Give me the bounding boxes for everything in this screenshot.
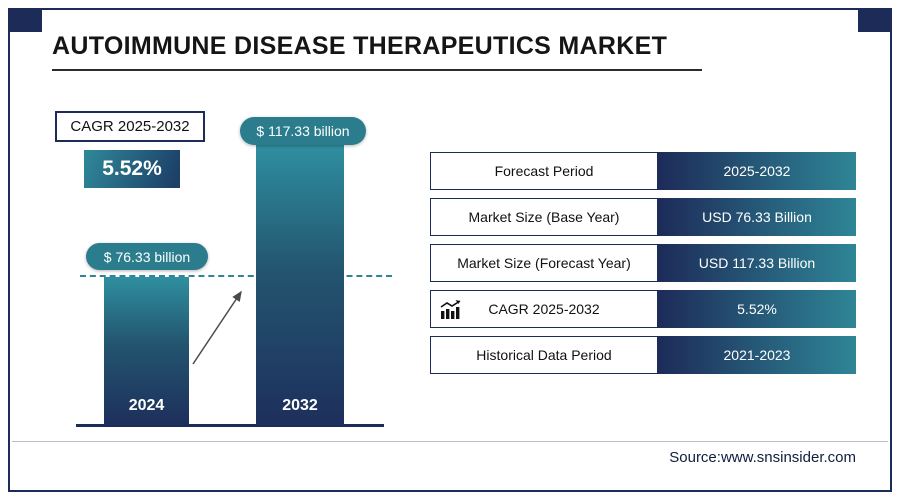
stats-table: Forecast Period 2025-2032 Market Size (B…	[430, 152, 856, 382]
growth-chart-icon	[440, 300, 461, 319]
bar-2032: 2032	[256, 144, 344, 425]
row-value-cagr: 5.52%	[658, 290, 856, 328]
value-label-2024: $ 76.33 billion	[86, 243, 208, 270]
table-row: Historical Data Period 2021-2023	[430, 336, 856, 374]
corner-accent-left	[8, 8, 42, 32]
bar-2024: 2024	[104, 277, 189, 425]
row-label-historical-period: Historical Data Period	[430, 336, 658, 374]
row-label-cagr: CAGR 2025-2032	[430, 290, 658, 328]
value-label-2032: $ 117.33 billion	[240, 117, 366, 145]
row-value-forecast-period: 2025-2032	[658, 152, 856, 190]
row-label-market-size-base: Market Size (Base Year)	[430, 198, 658, 236]
cagr-value: 5.52%	[102, 157, 162, 180]
growth-arrow-icon	[192, 290, 242, 365]
value-label-2024-text: $ 76.33 billion	[103, 248, 191, 265]
bar-2024-year-label: 2024	[128, 397, 165, 414]
table-row: Market Size (Forecast Year) USD 117.33 B…	[430, 244, 856, 282]
cagr-label-box: CAGR 2025-2032	[55, 111, 205, 142]
table-row: Market Size (Base Year) USD 76.33 Billio…	[430, 198, 856, 236]
reference-dashed-line	[80, 275, 392, 277]
bar-2032-year-label: 2032	[282, 397, 318, 414]
value-label-2032-text: $ 117.33 billion	[256, 123, 350, 139]
corner-accent-right	[858, 8, 892, 32]
row-label-cagr-text: CAGR 2025-2032	[488, 301, 600, 317]
cagr-value-badge: 5.52%	[84, 150, 180, 188]
table-row: Forecast Period 2025-2032	[430, 152, 856, 190]
cagr-label: CAGR 2025-2032	[70, 118, 190, 135]
source-text: Source:www.snsinsider.com	[669, 449, 856, 466]
page-title: AUTOIMMUNE DISEASE THERAPEUTICS MARKET	[52, 32, 668, 60]
table-row: CAGR 2025-2032 5.52%	[430, 290, 856, 328]
row-label-market-size-forecast: Market Size (Forecast Year)	[430, 244, 658, 282]
footer-divider	[12, 441, 888, 442]
x-axis-baseline	[76, 424, 384, 427]
row-value-market-size-base: USD 76.33 Billion	[658, 198, 856, 236]
row-value-historical-period: 2021-2023	[658, 336, 856, 374]
row-label-forecast-period: Forecast Period	[430, 152, 658, 190]
row-value-market-size-forecast: USD 117.33 Billion	[658, 244, 856, 282]
title-underline	[52, 69, 702, 71]
